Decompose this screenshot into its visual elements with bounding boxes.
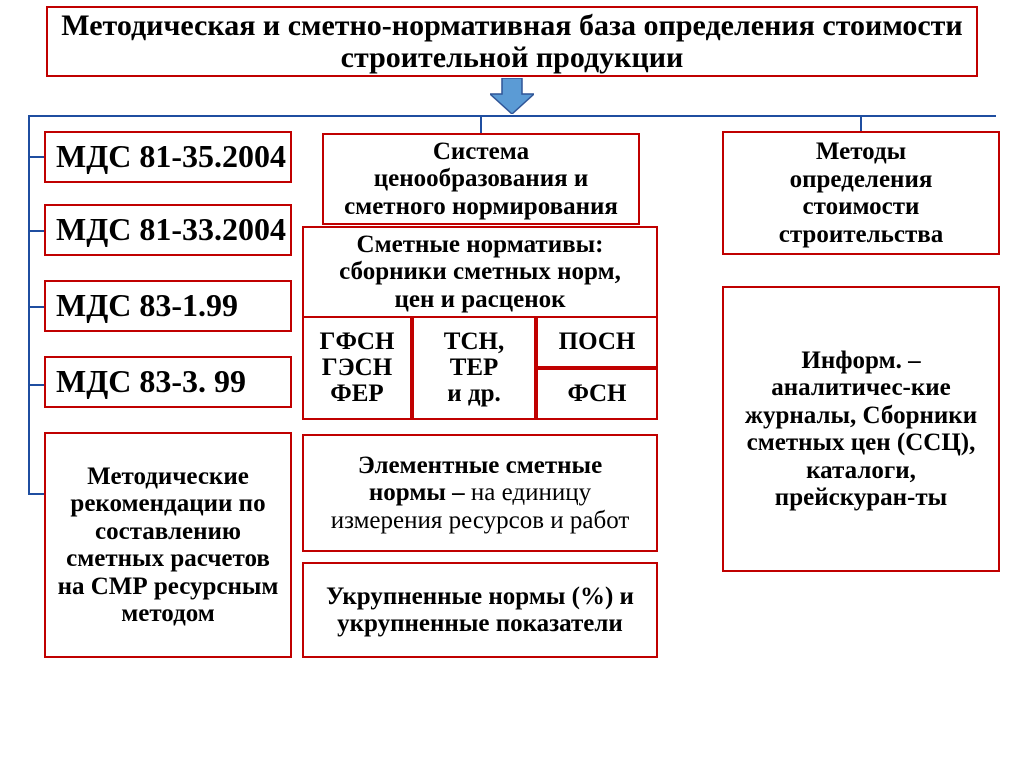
recommendations-box: Методические рекомендации по составлению… — [44, 432, 292, 658]
connector-v — [28, 115, 30, 495]
norms-grid: ГФСН ГЭСН ФЕР ПОСН ТСН, ТЕР и др. ФСН — [302, 316, 658, 422]
mds-box-4: МДС 83-3. 99 — [44, 356, 292, 408]
connector-tick — [28, 156, 44, 158]
element-norms-box: Элементные сметные нормы – на единицу из… — [302, 434, 658, 552]
connector-tick — [28, 384, 44, 386]
system-box: Система ценообразования и сметного норми… — [322, 133, 640, 225]
norms-cell-posn: ПОСН — [536, 316, 658, 368]
norms-cell-tsn: ТСН, ТЕР и др. — [412, 316, 536, 420]
diagram-title: Методическая и сметно-нормативная база о… — [46, 6, 978, 77]
connector-tick — [28, 306, 44, 308]
journals-box: Информ. – аналитичес-кие журналы, Сборни… — [722, 286, 1000, 572]
arrow-down-icon — [490, 78, 534, 114]
element-norms-text: Элементные сметные нормы – на единицу из… — [326, 452, 634, 535]
mds-box-1: МДС 81-35.2004 — [44, 131, 292, 183]
methods-box: Методы определения стоимости строительст… — [722, 131, 1000, 255]
mds-box-3: МДС 83-1.99 — [44, 280, 292, 332]
connector-v — [480, 115, 482, 135]
norms-cell-col1: ГФСН ГЭСН ФЕР — [302, 316, 412, 420]
normatives-box: Сметные нормативы: сборники сметных норм… — [302, 226, 658, 318]
norms-cell-fsn: ФСН — [536, 368, 658, 420]
mds-box-2: МДС 81-33.2004 — [44, 204, 292, 256]
connector-hline — [28, 115, 996, 117]
connector-tick — [28, 493, 44, 495]
aggregated-box: Укрупненные нормы (%) и укрупненные пока… — [302, 562, 658, 658]
connector-tick — [28, 230, 44, 232]
